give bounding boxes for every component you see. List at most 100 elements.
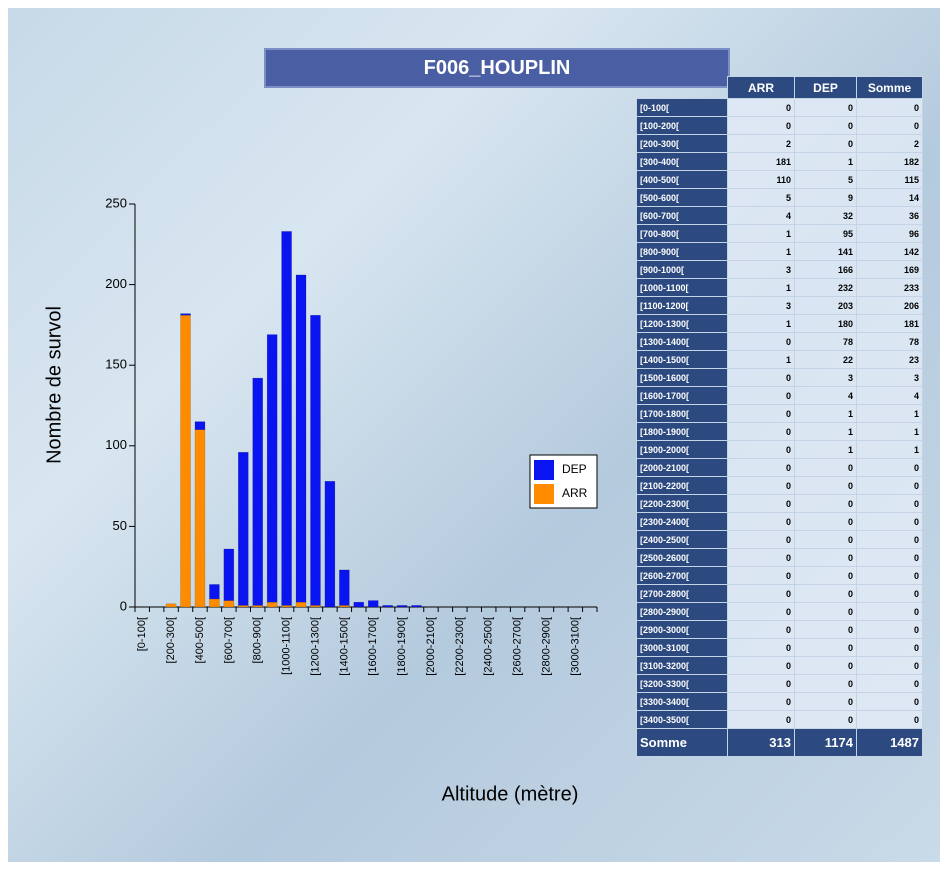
table-cell: 0: [727, 656, 795, 675]
table-cell: 96: [856, 224, 923, 243]
table-row: [2100-2200[0 0 0: [636, 476, 923, 495]
table-cell: 181: [856, 314, 923, 333]
table-cell: 1: [856, 422, 923, 441]
bar: [382, 605, 393, 608]
table-row: [600-700[4 32 36: [636, 206, 923, 225]
table-cell: [1100-1200[: [636, 296, 728, 315]
x-tick-label: [2600-2700[: [512, 617, 524, 676]
table-cell: 0: [727, 494, 795, 513]
table-row: [1400-1500[1 22 23: [636, 350, 923, 369]
table-row: [1500-1600[0 3 3: [636, 368, 923, 387]
x-tick-label: [600-700[: [223, 617, 235, 663]
y-tick-label: 100: [105, 437, 127, 452]
table-cell: [700-800[: [636, 224, 728, 243]
table-cell: 95: [794, 224, 857, 243]
x-tick-label: [1800-1900[: [396, 617, 408, 676]
table-cell: [1600-1700[: [636, 386, 728, 405]
bar: [367, 600, 379, 608]
x-tick-label: [800-900[: [252, 617, 264, 663]
table-cell: [3400-3500[: [636, 710, 728, 729]
table-cell: 1: [727, 224, 795, 243]
table-row: [1100-1200[3 203 206: [636, 296, 923, 315]
table-row: [1900-2000[0 1 1: [636, 440, 923, 459]
x-tick-label: [2000-2100[: [425, 617, 437, 676]
table-cell: 0: [727, 566, 795, 585]
bar: [396, 605, 408, 608]
table-cell: [1700-1800[: [636, 404, 728, 423]
table-cell: [2900-3000[: [636, 620, 728, 639]
bar: [194, 421, 206, 430]
table-cell: [600-700[: [636, 206, 728, 225]
table-cell: 32: [794, 206, 857, 225]
table-cell: [2300-2400[: [636, 512, 728, 531]
table-cell: 0: [856, 566, 923, 585]
table-row: [2500-2600[0 0 0: [636, 548, 923, 567]
x-tick-label: [1600-1700[: [367, 617, 379, 676]
table-cell: 141: [794, 242, 857, 261]
bar: [324, 481, 336, 608]
bar: [180, 313, 191, 316]
table-cell: 206: [856, 296, 923, 315]
bar: [310, 314, 321, 606]
table-cell: 203: [794, 296, 857, 315]
table-cell: 0: [856, 494, 923, 513]
x-tick-label: [2400-2500[: [483, 617, 495, 676]
table-cell: 0: [856, 710, 923, 729]
table-row: [3300-3400[0 0 0: [636, 692, 923, 711]
table-cell: 182: [856, 152, 923, 171]
table-cell: 0: [727, 602, 795, 621]
bar: [223, 548, 235, 601]
table-cell: [2200-2300[: [636, 494, 728, 513]
table-cell: 0: [794, 710, 857, 729]
table-cell: 0: [727, 98, 795, 117]
table-cell: [300-400[: [636, 152, 728, 171]
table-cell: 0: [727, 548, 795, 567]
table-cell: 1: [727, 242, 795, 261]
table-cell: 0: [727, 674, 795, 693]
table-row: [2800-2900[0 0 0: [636, 602, 923, 621]
table-cell: 9: [794, 188, 857, 207]
table-cell: 5: [727, 188, 795, 207]
table-row: [2900-3000[0 0 0: [636, 620, 923, 639]
table-cell: 0: [794, 494, 857, 513]
table-row: [200-300[2 0 2: [636, 134, 923, 153]
table-cell: 0: [727, 638, 795, 657]
x-tick-label: [2800-2900[: [540, 617, 552, 676]
table-row: ARR DEP Somme: [637, 76, 923, 99]
table-cell: 0: [856, 116, 923, 135]
table-cell: 0: [856, 602, 923, 621]
table-cell: 0: [794, 116, 857, 135]
table-cell: [1400-1500[: [636, 350, 728, 369]
table-cell: [500-600[: [636, 188, 728, 207]
table-cell: 0: [727, 458, 795, 477]
table-cell: 0: [727, 476, 795, 495]
table-cell: 166: [794, 260, 857, 279]
table-cell: 1: [794, 440, 857, 459]
x-axis-label: Altitude (mètre): [442, 783, 579, 805]
table-cell: 0: [856, 692, 923, 711]
bar: [411, 605, 422, 608]
table-cell: 1487: [856, 728, 923, 757]
table-cell: [1500-1600[: [636, 368, 728, 387]
table-cell: 0: [856, 548, 923, 567]
table-cell: 0: [794, 548, 857, 567]
table-cell: 169: [856, 260, 923, 279]
table-cell: Somme: [856, 76, 923, 99]
table-cell: [200-300[: [636, 134, 728, 153]
table-row: [1300-1400[0 78 78: [636, 332, 923, 351]
table-cell: 0: [727, 512, 795, 531]
table-row: [2700-2800[0 0 0: [636, 584, 923, 603]
table-cell: 23: [856, 350, 923, 369]
table-cell: 0: [794, 476, 857, 495]
y-axis-label: Nombre de survol: [43, 306, 65, 464]
table-cell: 0: [727, 386, 795, 405]
table-cell: 1: [794, 422, 857, 441]
table-cell: 3: [727, 260, 795, 279]
table-row: [1200-1300[1 180 181: [636, 314, 923, 333]
table-cell: [2100-2200[: [636, 476, 728, 495]
table-cell: [3000-3100[: [636, 638, 728, 657]
data-table: ARR DEP Somme [0-100[0 0 0 [100-200[0 0 0 [200-30…: [636, 76, 923, 757]
table-cell: 0: [794, 584, 857, 603]
table-cell: 0: [727, 332, 795, 351]
table-cell: [1300-1400[: [636, 332, 728, 351]
